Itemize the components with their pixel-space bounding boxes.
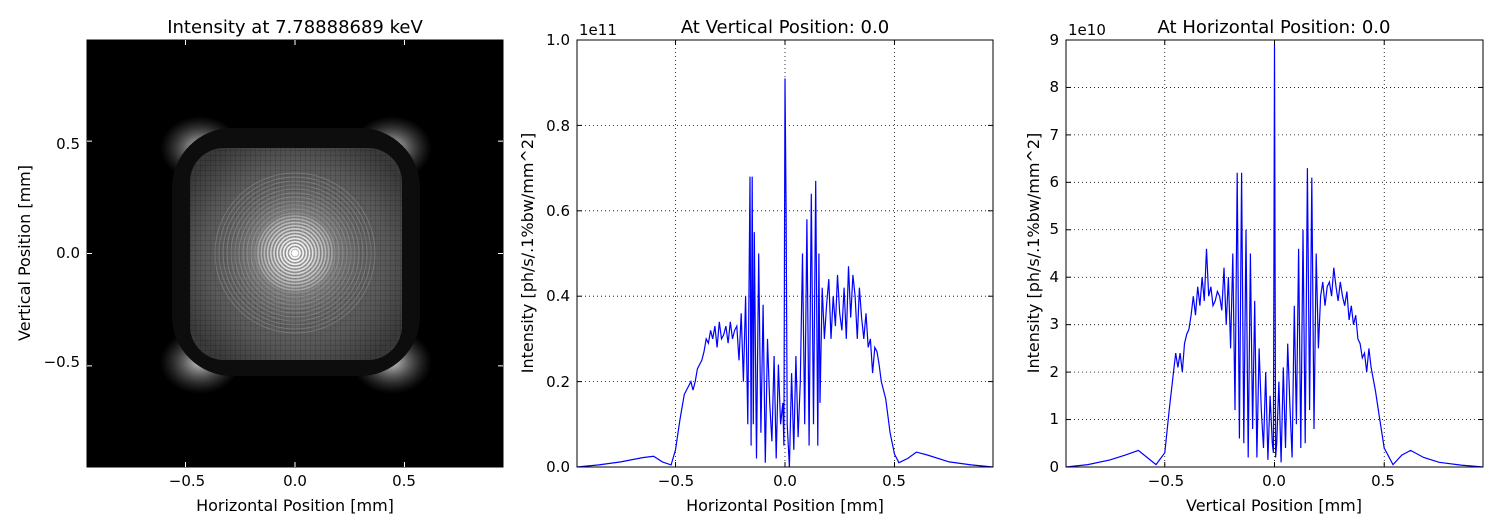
vcut-ytick-label: 3 xyxy=(1049,315,1059,333)
horizontal-cut-panel: At Vertical Position: 0.0 −0.5 0.0 0.5 0… xyxy=(518,17,994,515)
heatmap-ring xyxy=(266,224,324,282)
heatmap-ring xyxy=(269,228,320,279)
vcut-ytick-label: 9 xyxy=(1049,31,1059,49)
heatmap-faint-ring xyxy=(246,204,344,302)
heatmap-xlabel: Horizontal Position [mm] xyxy=(196,496,394,515)
heatmap-center-spot xyxy=(291,249,299,257)
heatmap-faint-ring xyxy=(226,184,364,322)
hcut-ytick-label: 0.6 xyxy=(546,202,570,220)
heatmap-rings xyxy=(214,172,376,334)
vcut-ytick-label: 4 xyxy=(1049,268,1059,286)
vcut-xtick-label: −0.5 xyxy=(1148,472,1184,490)
heatmap-ring xyxy=(260,218,330,288)
heatmap-title: Intensity at 7.78888689 keV xyxy=(167,17,423,38)
heatmap-ring xyxy=(282,240,308,266)
hcut-ytick-label: 1.0 xyxy=(546,31,570,49)
hcut-ticks: −0.5 0.0 0.5 0.0 0.2 0.4 0.6 0.8 1.0 xyxy=(546,31,993,490)
heatmap-faint-ring xyxy=(222,180,368,326)
heatmap-ticks: −0.5 0.0 0.5 0.5 0.0 −0.5 xyxy=(44,40,503,490)
heatmap-faint-ring xyxy=(214,172,376,334)
heatmap-faint-ring xyxy=(250,208,340,298)
heatmap-ring xyxy=(285,244,304,263)
vcut-ytick-label: 6 xyxy=(1049,173,1059,191)
hcut-ytick-label: 0.2 xyxy=(546,373,570,391)
heatmap-ytick-label: 0.0 xyxy=(56,244,80,262)
heatmap-ring xyxy=(257,215,333,291)
vcut-xtick-label: 0.5 xyxy=(1371,472,1395,490)
vcut-ylabel: Intensity [ph/s/.1%bw/mm^2] xyxy=(1024,133,1043,373)
vcut-xlabel: Vertical Position [mm] xyxy=(1186,496,1362,515)
heatmap-xtick-label: 0.5 xyxy=(392,472,416,490)
hcut-ytick-label: 0.4 xyxy=(546,287,570,305)
heatmap-ylabel: Vertical Position [mm] xyxy=(15,165,34,341)
hcut-xtick-label: −0.5 xyxy=(658,472,694,490)
heatmap-ytick-label: 0.5 xyxy=(56,135,80,153)
vcut-title: At Horizontal Position: 0.0 xyxy=(1158,17,1391,38)
vertical-cut-panel: At Horizontal Position: 0.0 −0.5 0.0 0.5… xyxy=(1024,17,1484,515)
hcut-xtick-label: 0.0 xyxy=(773,472,797,490)
vcut-ytick-label: 1 xyxy=(1049,410,1059,428)
hcut-ytick-label: 0.8 xyxy=(546,117,570,135)
heatmap-ytick-label: −0.5 xyxy=(44,353,80,371)
heatmap-faint-ring xyxy=(254,212,336,294)
heatmap-ring xyxy=(263,221,327,285)
heatmap-faint-ring xyxy=(238,196,352,310)
heatmap-ring xyxy=(279,237,311,269)
heatmap-faint-ring xyxy=(234,192,356,314)
heatmap-xtick-label: −0.5 xyxy=(169,472,205,490)
vcut-ytick-label: 2 xyxy=(1049,363,1059,381)
hcut-offset-label: 1e11 xyxy=(579,21,617,39)
heatmap-faint-ring xyxy=(230,188,360,318)
vcut-series-line xyxy=(1066,44,1483,467)
heatmap-xtick-label: 0.0 xyxy=(283,472,307,490)
heatmap-ring xyxy=(273,231,317,275)
heatmap-ring xyxy=(276,234,314,272)
vcut-offset-label: 1e10 xyxy=(1068,21,1106,39)
hcut-xlabel: Horizontal Position [mm] xyxy=(686,496,884,515)
heatmap-ring xyxy=(289,247,301,259)
hcut-ylabel: Intensity [ph/s/.1%bw/mm^2] xyxy=(518,133,537,373)
heatmap-faint-ring xyxy=(242,200,348,306)
heatmap-panel: Intensity at 7.78888689 keV −0.5 0.0 0.5… xyxy=(15,17,504,515)
hcut-xtick-label: 0.5 xyxy=(882,472,906,490)
vcut-ticks: −0.5 0.0 0.5 0 1 2 3 4 5 6 7 8 9 xyxy=(1049,31,1483,490)
hcut-ytick-label: 0.0 xyxy=(546,458,570,476)
heatmap-faint-ring xyxy=(218,176,372,330)
vcut-xtick-label: 0.0 xyxy=(1262,472,1286,490)
vcut-ytick-label: 0 xyxy=(1049,458,1059,476)
heatmap-image xyxy=(87,40,503,467)
hcut-title: At Vertical Position: 0.0 xyxy=(681,17,889,38)
vcut-ytick-label: 5 xyxy=(1049,220,1059,238)
vcut-ytick-label: 8 xyxy=(1049,78,1059,96)
hcut-series-line xyxy=(577,78,993,467)
vcut-ytick-label: 7 xyxy=(1049,126,1059,144)
